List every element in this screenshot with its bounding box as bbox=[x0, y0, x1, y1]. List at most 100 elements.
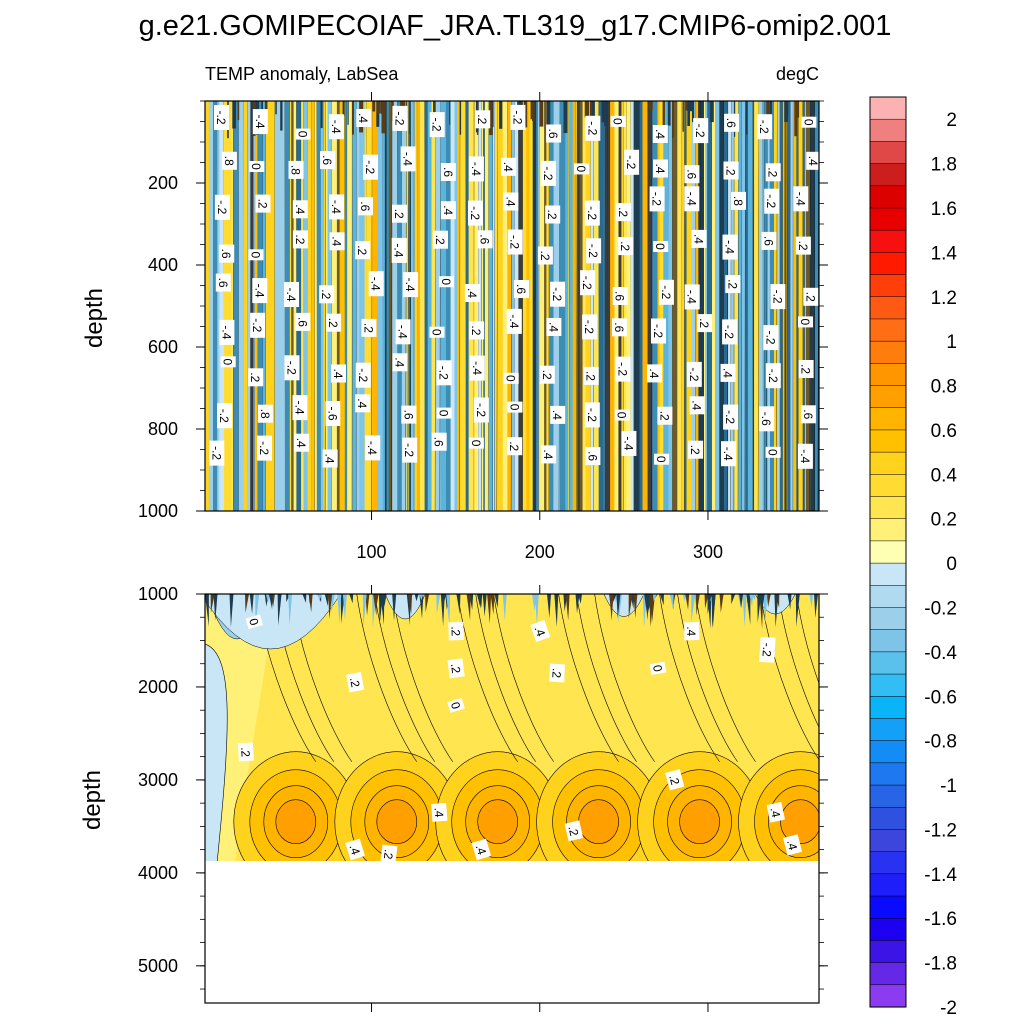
contour-band bbox=[317, 594, 322, 602]
contour-band bbox=[288, 594, 293, 625]
upper-panel-contour-labels: -.2 -.4 0 -.4 .4 -.2 -.2 .2 -.2 .6 -.2 0 .4 -.2 .6 -.2 0… bbox=[209, 104, 819, 469]
contour-band bbox=[604, 101, 608, 127]
contour-band bbox=[331, 101, 338, 511]
svg-text:-.2: -.2 bbox=[580, 276, 594, 290]
contour-band bbox=[639, 101, 643, 511]
contour-label: -.2 bbox=[584, 200, 600, 226]
contour-band bbox=[614, 101, 620, 511]
svg-text:-.2: -.2 bbox=[586, 244, 600, 258]
svg-text:-.2: -.2 bbox=[215, 200, 229, 214]
contour-line bbox=[786, 101, 788, 511]
contour-band bbox=[795, 101, 800, 118]
contour-band bbox=[382, 101, 386, 511]
svg-text:.2: .2 bbox=[248, 372, 262, 382]
colorbar-swatch bbox=[869, 318, 907, 342]
svg-text:0: 0 bbox=[430, 329, 444, 336]
svg-text:-.4: -.4 bbox=[793, 192, 807, 206]
svg-text:.2: .2 bbox=[540, 370, 554, 380]
contour-band bbox=[547, 594, 551, 619]
contour-label: -.4 bbox=[621, 430, 637, 456]
contour-band bbox=[336, 101, 340, 511]
contour-band bbox=[352, 101, 357, 511]
contour-label: .8 bbox=[288, 160, 304, 179]
colorbar-swatch bbox=[869, 207, 907, 231]
contour-band bbox=[251, 101, 253, 125]
upper-panel-y-axis-label: depth bbox=[81, 288, 108, 348]
svg-text:.6: .6 bbox=[216, 278, 230, 288]
contour-band bbox=[659, 101, 664, 511]
contour-label: .4 bbox=[501, 157, 517, 176]
units-label: degC bbox=[776, 64, 819, 84]
contour-label: -.2 bbox=[429, 112, 445, 138]
contour-band bbox=[802, 101, 805, 511]
contour-band bbox=[372, 101, 378, 511]
svg-text:-.2: -.2 bbox=[209, 446, 223, 460]
svg-text:-.2: -.2 bbox=[402, 443, 416, 457]
contour-label: .4 bbox=[322, 449, 338, 468]
contour-band bbox=[539, 101, 544, 127]
svg-text:-.2: -.2 bbox=[214, 110, 228, 124]
contour-label: .2 bbox=[795, 236, 811, 255]
no-data-region bbox=[205, 864, 819, 1003]
contour-band bbox=[563, 101, 568, 134]
contour-band bbox=[809, 594, 814, 608]
contour-band bbox=[483, 101, 486, 511]
svg-text:.2: .2 bbox=[475, 114, 489, 124]
contour-label: 0 bbox=[654, 453, 670, 465]
contour-band bbox=[649, 101, 653, 111]
contour-band bbox=[609, 594, 614, 612]
contour-label: 0 bbox=[436, 407, 452, 419]
contour-label: .2 bbox=[447, 658, 465, 679]
contour-band bbox=[544, 101, 547, 511]
svg-text:.8: .8 bbox=[289, 165, 303, 175]
colorbar-tick-label: -1.8 bbox=[924, 954, 957, 975]
contour-label: -.2 bbox=[250, 312, 266, 338]
contour-band bbox=[763, 594, 768, 625]
contour-band bbox=[406, 101, 409, 511]
contour-band bbox=[487, 594, 492, 624]
contour-label: -.4 bbox=[284, 282, 299, 307]
colorbar-swatch bbox=[869, 229, 907, 253]
contour-band bbox=[539, 101, 545, 511]
contour-band bbox=[754, 101, 760, 511]
contour-label: -.2 bbox=[392, 105, 408, 131]
contour-band bbox=[810, 101, 816, 511]
contour-band bbox=[257, 101, 263, 511]
contour-label: .6 bbox=[358, 197, 373, 216]
svg-text:.4: .4 bbox=[465, 288, 479, 298]
colorbar-tick-label: 2 bbox=[946, 110, 957, 131]
svg-text:.4: .4 bbox=[653, 163, 667, 173]
contour-band bbox=[481, 101, 484, 511]
contour-label: -.2 bbox=[363, 154, 378, 180]
colorbar-swatch bbox=[869, 673, 907, 697]
contour-label: .2 bbox=[583, 366, 599, 385]
svg-text:.2: .2 bbox=[392, 209, 406, 219]
contour-band bbox=[424, 101, 428, 511]
contour-band bbox=[213, 101, 218, 511]
contour-band bbox=[489, 101, 493, 135]
lower-panel-frame bbox=[204, 593, 820, 1004]
contour-band bbox=[805, 101, 811, 511]
lower-panel: 0 .2 .4 .4 -.2 .2 .2 0 .2 0 .2 .2 .4 .2 .4 .4 .2 .4 .4 100… bbox=[79, 584, 828, 1012]
svg-text:-.4: -.4 bbox=[329, 120, 343, 134]
colorbar-swatch bbox=[869, 540, 907, 564]
contour-label: .2 bbox=[380, 844, 398, 861]
svg-text:.4: .4 bbox=[692, 234, 706, 244]
contour-band bbox=[449, 101, 451, 125]
svg-text:.4: .4 bbox=[690, 400, 704, 410]
contour-band bbox=[546, 101, 550, 511]
contour-label: .4 bbox=[392, 353, 408, 372]
svg-text:.6: .6 bbox=[585, 451, 599, 461]
contour-label: .2 bbox=[326, 313, 342, 332]
contour-band bbox=[256, 101, 259, 115]
contour-band bbox=[579, 101, 583, 511]
contour-label: -.2 bbox=[550, 281, 566, 307]
contour-label: -.2 bbox=[540, 160, 556, 186]
contour-band bbox=[351, 101, 353, 511]
svg-text:-.4: -.4 bbox=[369, 277, 383, 291]
contour-band bbox=[623, 101, 627, 511]
contour-label: .2 bbox=[539, 365, 555, 384]
svg-text:.6: .6 bbox=[514, 284, 528, 294]
svg-text:-.4: -.4 bbox=[252, 284, 266, 298]
contour-label: -.2 bbox=[584, 402, 600, 428]
